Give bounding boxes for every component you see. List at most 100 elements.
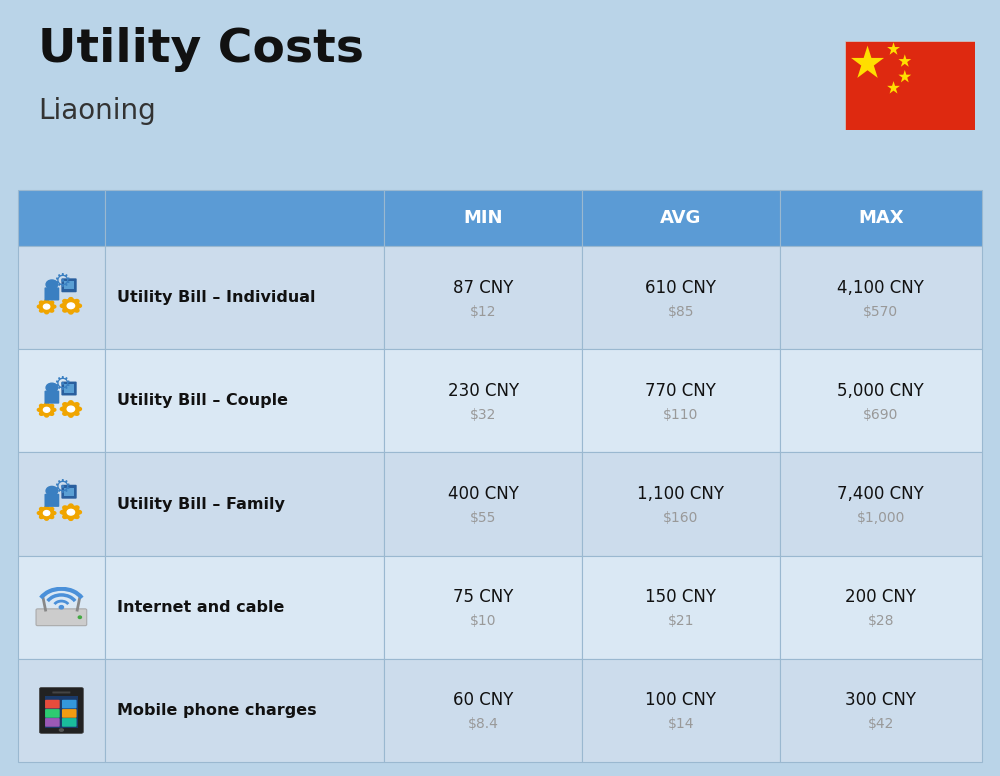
FancyBboxPatch shape xyxy=(61,279,77,293)
Circle shape xyxy=(62,506,79,519)
Circle shape xyxy=(37,511,41,514)
Text: 60 CNY: 60 CNY xyxy=(453,691,513,709)
FancyBboxPatch shape xyxy=(105,190,384,246)
Circle shape xyxy=(59,729,63,731)
Circle shape xyxy=(69,400,73,404)
Circle shape xyxy=(40,508,43,511)
Circle shape xyxy=(63,309,67,312)
Text: Utility Bill – Individual: Utility Bill – Individual xyxy=(117,290,315,305)
FancyBboxPatch shape xyxy=(18,452,105,556)
Circle shape xyxy=(62,403,79,416)
Circle shape xyxy=(50,515,54,518)
FancyBboxPatch shape xyxy=(62,700,77,708)
FancyBboxPatch shape xyxy=(45,718,60,726)
FancyBboxPatch shape xyxy=(64,487,74,496)
Circle shape xyxy=(52,408,56,411)
FancyBboxPatch shape xyxy=(845,41,975,130)
FancyBboxPatch shape xyxy=(105,246,384,349)
FancyBboxPatch shape xyxy=(18,556,105,659)
Text: $42: $42 xyxy=(868,717,894,732)
Text: Utility Bill – Couple: Utility Bill – Couple xyxy=(117,393,288,408)
Text: Liaoning: Liaoning xyxy=(38,97,156,125)
Circle shape xyxy=(60,304,65,307)
Circle shape xyxy=(67,303,75,309)
Circle shape xyxy=(75,506,79,509)
Circle shape xyxy=(77,407,81,411)
Circle shape xyxy=(63,412,67,415)
FancyBboxPatch shape xyxy=(18,246,105,349)
FancyBboxPatch shape xyxy=(105,349,384,452)
FancyBboxPatch shape xyxy=(780,659,982,762)
Circle shape xyxy=(69,310,73,314)
Circle shape xyxy=(46,383,58,392)
FancyBboxPatch shape xyxy=(384,190,582,246)
Polygon shape xyxy=(898,54,911,67)
Text: 150 CNY: 150 CNY xyxy=(645,588,716,606)
FancyBboxPatch shape xyxy=(18,190,105,246)
Circle shape xyxy=(39,301,54,313)
Text: Internet and cable: Internet and cable xyxy=(117,600,284,615)
Polygon shape xyxy=(898,70,911,82)
Circle shape xyxy=(37,408,41,411)
FancyBboxPatch shape xyxy=(582,349,780,452)
Circle shape xyxy=(50,301,54,304)
Circle shape xyxy=(50,404,54,407)
FancyBboxPatch shape xyxy=(384,659,582,762)
Text: 5,000 CNY: 5,000 CNY xyxy=(837,382,924,400)
Text: $160: $160 xyxy=(663,511,698,525)
FancyBboxPatch shape xyxy=(384,246,582,349)
Circle shape xyxy=(77,304,81,307)
Circle shape xyxy=(45,414,48,417)
Text: $28: $28 xyxy=(868,614,894,629)
Text: 100 CNY: 100 CNY xyxy=(645,691,716,709)
Text: $55: $55 xyxy=(470,511,496,525)
Text: Utility Bill – Family: Utility Bill – Family xyxy=(117,497,285,511)
Circle shape xyxy=(75,412,79,415)
Text: $21: $21 xyxy=(668,614,694,629)
Polygon shape xyxy=(887,42,900,55)
Circle shape xyxy=(45,311,48,314)
FancyBboxPatch shape xyxy=(64,384,74,393)
Circle shape xyxy=(63,515,67,518)
FancyBboxPatch shape xyxy=(45,700,60,708)
FancyBboxPatch shape xyxy=(780,452,982,556)
Text: $85: $85 xyxy=(668,304,694,319)
Text: ⚙: ⚙ xyxy=(53,272,70,291)
Polygon shape xyxy=(887,81,900,94)
FancyBboxPatch shape xyxy=(44,494,59,507)
Text: 87 CNY: 87 CNY xyxy=(453,279,513,296)
Circle shape xyxy=(60,511,65,514)
FancyBboxPatch shape xyxy=(384,452,582,556)
Text: $1,000: $1,000 xyxy=(857,511,905,525)
Text: 230 CNY: 230 CNY xyxy=(448,382,519,400)
FancyBboxPatch shape xyxy=(582,190,780,246)
Circle shape xyxy=(67,406,75,412)
Circle shape xyxy=(69,297,73,301)
FancyBboxPatch shape xyxy=(52,691,70,694)
Circle shape xyxy=(63,403,67,406)
FancyBboxPatch shape xyxy=(36,609,87,625)
Text: Mobile phone charges: Mobile phone charges xyxy=(117,703,316,718)
Polygon shape xyxy=(851,46,884,78)
FancyBboxPatch shape xyxy=(105,556,384,659)
FancyBboxPatch shape xyxy=(105,659,384,762)
Circle shape xyxy=(63,506,67,509)
FancyBboxPatch shape xyxy=(62,709,77,718)
Circle shape xyxy=(46,487,58,495)
FancyBboxPatch shape xyxy=(582,452,780,556)
Text: $10: $10 xyxy=(470,614,496,629)
Circle shape xyxy=(40,412,43,415)
FancyBboxPatch shape xyxy=(44,287,59,300)
Text: 300 CNY: 300 CNY xyxy=(845,691,916,709)
Circle shape xyxy=(43,407,50,412)
Text: 610 CNY: 610 CNY xyxy=(645,279,716,296)
FancyBboxPatch shape xyxy=(61,485,77,499)
Circle shape xyxy=(40,301,43,304)
Circle shape xyxy=(63,300,67,303)
FancyBboxPatch shape xyxy=(45,696,78,728)
Text: AVG: AVG xyxy=(660,209,701,227)
Text: ⚙: ⚙ xyxy=(53,478,70,497)
Circle shape xyxy=(46,280,58,289)
FancyBboxPatch shape xyxy=(45,709,60,718)
Circle shape xyxy=(40,309,43,312)
